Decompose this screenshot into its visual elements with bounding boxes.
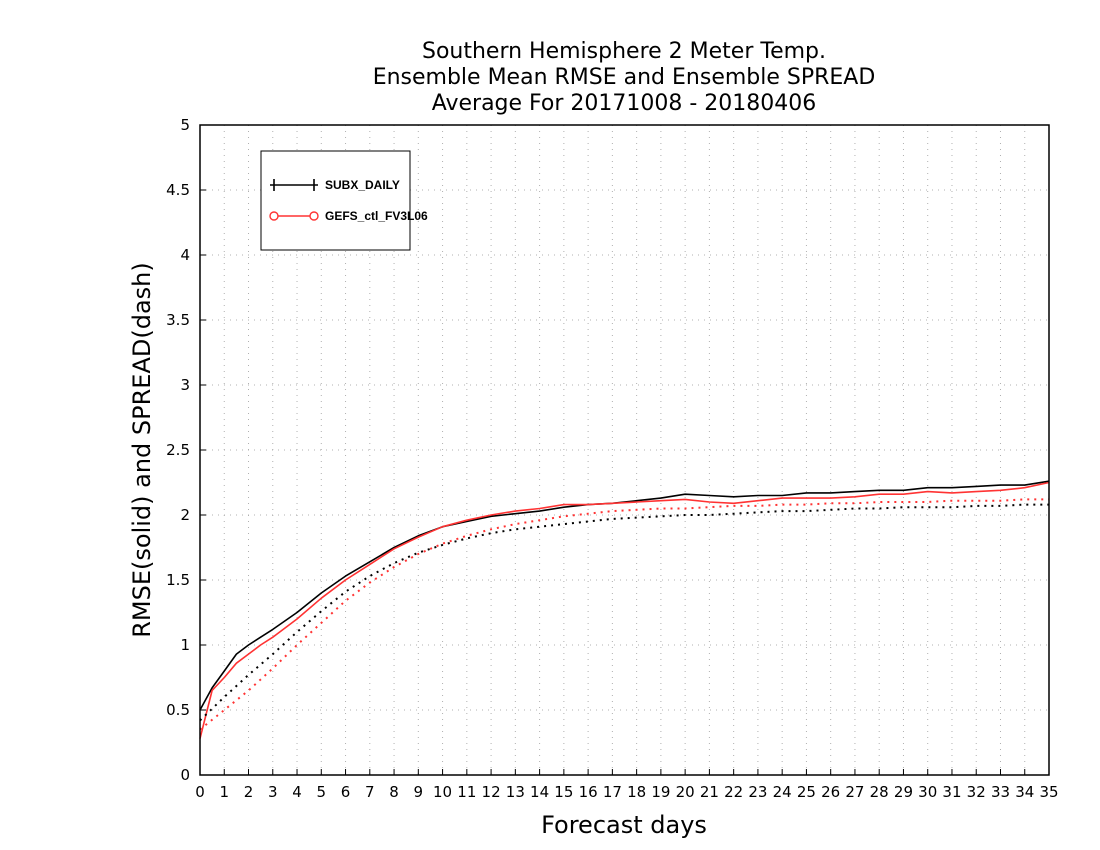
y-tick-label: 0 <box>180 766 190 784</box>
x-tick-label: 14 <box>530 783 549 801</box>
y-tick-label: 2.5 <box>166 441 190 459</box>
x-tick-label: 16 <box>579 783 598 801</box>
x-tick-label: 10 <box>433 783 452 801</box>
y-tick-label: 4.5 <box>166 181 190 199</box>
x-tick-label: 6 <box>341 783 351 801</box>
y-tick-label: 3 <box>180 376 190 394</box>
series-layer <box>199 480 1050 739</box>
x-tick-label: 4 <box>292 783 302 801</box>
x-tick-label: 15 <box>554 783 573 801</box>
x-tick-label: 34 <box>1015 783 1034 801</box>
y-tick-label: 0.5 <box>166 701 190 719</box>
legend: SUBX_DAILY GEFS_ctl_FV3L06 <box>260 150 428 251</box>
x-tick-label: 13 <box>506 783 525 801</box>
x-tick-label: 35 <box>1039 783 1058 801</box>
chart-title-line-3: Average For 20171008 - 20180406 <box>432 91 817 116</box>
x-tick-label: 20 <box>676 783 695 801</box>
grid <box>200 125 1049 775</box>
series-rmse-0 <box>199 480 1050 711</box>
legend-label: GEFS_ctl_FV3L06 <box>325 209 428 223</box>
x-axis: 0 1 2 3 4 5 6 7 8 9 10 11 12 13 14 15 16 17 18 19 20 21 22 23 24… <box>195 769 1059 801</box>
x-tick-label: 11 <box>457 783 476 801</box>
x-tick-label: 17 <box>603 783 622 801</box>
series-spread-3 <box>199 498 1049 731</box>
y-tick-label: 2 <box>180 506 190 524</box>
x-axis-label: Forecast days <box>541 811 707 839</box>
y-axis: 0 0.5 1 1.5 2 2.5 3 3.5 4 4.5 5 <box>166 116 206 784</box>
legend-marker-circle <box>269 211 279 221</box>
x-tick-label: 28 <box>870 783 889 801</box>
x-tick-label: 7 <box>365 783 375 801</box>
x-tick-label: 18 <box>627 783 646 801</box>
x-tick-label: 21 <box>700 783 719 801</box>
x-tick-label: 27 <box>845 783 864 801</box>
y-tick-label: 1 <box>180 636 190 654</box>
x-tick-label: 25 <box>797 783 816 801</box>
chart-title-line-2: Ensemble Mean RMSE and Ensemble SPREAD <box>373 65 876 90</box>
x-tick-label: 30 <box>918 783 937 801</box>
x-tick-label: 31 <box>942 783 961 801</box>
x-tick-label: 12 <box>482 783 501 801</box>
y-tick-label: 5 <box>180 116 190 134</box>
x-tick-label: 32 <box>967 783 986 801</box>
chart-title: Southern Hemisphere 2 Meter Temp. Ensemb… <box>373 39 876 116</box>
chart-title-line-1: Southern Hemisphere 2 Meter Temp. <box>422 39 826 64</box>
x-tick-label: 1 <box>219 783 229 801</box>
x-tick-label: 9 <box>414 783 424 801</box>
x-tick-label: 0 <box>195 783 205 801</box>
series-rmse-1 <box>199 481 1050 739</box>
legend-marker-circle <box>309 211 319 221</box>
x-tick-label: 26 <box>821 783 840 801</box>
x-tick-label: 29 <box>894 783 913 801</box>
series-spread-2 <box>199 503 1049 722</box>
x-tick-label: 23 <box>748 783 767 801</box>
x-tick-label: 22 <box>724 783 743 801</box>
y-tick-label: 3.5 <box>166 311 190 329</box>
x-tick-label: 19 <box>651 783 670 801</box>
x-tick-label: 24 <box>773 783 792 801</box>
y-tick-label: 4 <box>180 246 190 264</box>
x-tick-label: 3 <box>268 783 278 801</box>
x-tick-label: 2 <box>244 783 254 801</box>
legend-box <box>260 150 411 251</box>
x-tick-label: 8 <box>389 783 399 801</box>
x-tick-label: 33 <box>991 783 1010 801</box>
y-axis-label: RMSE(solid) and SPREAD(dash) <box>128 262 156 638</box>
y-tick-label: 1.5 <box>166 571 190 589</box>
x-tick-label: 5 <box>317 783 327 801</box>
legend-label: SUBX_DAILY <box>325 178 400 192</box>
